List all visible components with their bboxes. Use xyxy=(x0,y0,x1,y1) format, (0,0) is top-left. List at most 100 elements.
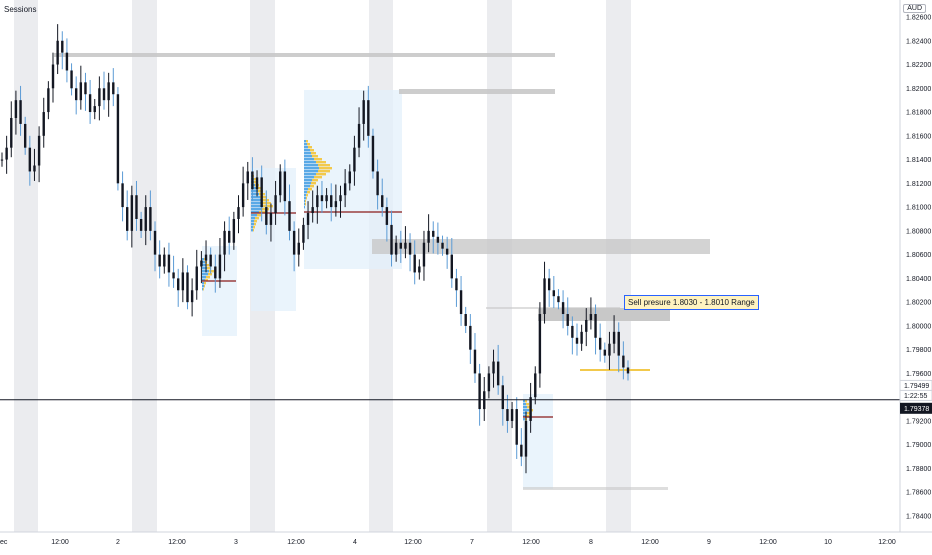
volume-profile-bar xyxy=(308,188,312,191)
price-tick-label: 1.80000 xyxy=(906,323,931,330)
supply-zone xyxy=(372,239,710,254)
price-tick-label: 1.80600 xyxy=(906,252,931,259)
candle-body xyxy=(306,213,310,225)
candle-body xyxy=(436,236,440,243)
candle-body xyxy=(594,314,597,338)
volume-profile-bar xyxy=(318,164,330,167)
volume-profile-bar xyxy=(251,199,261,202)
time-tick-label: 7 xyxy=(470,539,474,546)
volume-profile-bar xyxy=(202,285,204,288)
candle-body xyxy=(98,88,101,107)
volume-profile-bar xyxy=(304,152,311,155)
candle-body xyxy=(135,195,138,219)
indicator-label[interactable]: Sessions xyxy=(4,5,37,14)
candle-body xyxy=(376,171,379,196)
volume-profile-bar xyxy=(316,161,326,164)
candle-body xyxy=(561,302,565,315)
volume-profile-bar xyxy=(254,223,256,226)
candle-body xyxy=(19,100,22,124)
price-tick-label: 1.78600 xyxy=(906,490,931,497)
candle-body xyxy=(557,296,560,303)
volume-profile-bar xyxy=(305,200,306,203)
volume-profile-bar xyxy=(251,217,255,220)
candle-body xyxy=(348,171,351,184)
candle-body xyxy=(469,325,472,350)
currency-badge[interactable]: AUD xyxy=(903,4,926,13)
volume-profile-bar xyxy=(307,191,310,194)
volume-profile-bar xyxy=(523,400,525,403)
volume-profile-bar xyxy=(304,140,306,143)
volume-profile-bar xyxy=(254,181,257,184)
candle-body xyxy=(520,444,523,457)
time-tick-label: 4 xyxy=(353,539,357,546)
volume-profile-bar xyxy=(251,226,253,229)
candle-body xyxy=(10,117,13,148)
volume-profile-bar xyxy=(202,273,208,276)
candle-body xyxy=(237,207,240,219)
candle-body xyxy=(232,218,236,243)
volume-profile-bar xyxy=(202,267,207,270)
supply-zone xyxy=(523,487,668,490)
candle-body xyxy=(353,147,356,172)
candle-body xyxy=(260,177,263,208)
volume-profile-bar xyxy=(304,200,305,203)
candle-body xyxy=(279,171,282,196)
time-tick-label: 10 xyxy=(824,539,832,546)
candle-body xyxy=(204,254,208,261)
time-tick-label: 12:00 xyxy=(878,539,896,546)
candle-body xyxy=(28,147,32,172)
candle-body xyxy=(51,64,55,89)
candle-body xyxy=(538,314,542,374)
sell-pressure-annotation[interactable]: Sell presure 1.8030 - 1.8010 Range xyxy=(624,295,759,310)
candle-body xyxy=(455,278,458,291)
candle-body xyxy=(246,171,249,184)
candle-body xyxy=(585,319,588,332)
volume-profile-bar xyxy=(318,170,330,173)
time-tick-label: 2 xyxy=(116,539,120,546)
volume-profile-bar xyxy=(257,214,261,217)
price-tick-label: 1.79800 xyxy=(906,347,931,354)
candle-body xyxy=(571,325,574,338)
volume-profile-bar xyxy=(207,267,211,270)
candle-body xyxy=(65,52,69,71)
candle-body xyxy=(617,331,620,356)
volume-profile-bar xyxy=(205,279,208,282)
candle-body xyxy=(529,397,532,421)
volume-profile-bar xyxy=(304,146,308,149)
price-tick-label: 1.78800 xyxy=(906,466,931,473)
candle-body xyxy=(269,213,273,225)
volume-profile-bar xyxy=(257,187,261,190)
candle-body xyxy=(362,100,365,124)
volume-profile-bar xyxy=(251,214,257,217)
volume-profile-bar xyxy=(304,158,314,161)
candle-body xyxy=(534,373,537,398)
candle-body xyxy=(339,195,342,202)
volume-profile-bar xyxy=(304,149,310,152)
volume-profile-bar xyxy=(310,149,314,152)
candle-body xyxy=(492,361,495,374)
candle-body xyxy=(241,183,245,208)
candle-body xyxy=(255,177,259,190)
volume-profile-bar xyxy=(523,415,526,418)
candle-body xyxy=(487,373,491,392)
candle-body xyxy=(33,165,36,172)
volume-profile-bar xyxy=(526,415,529,418)
time-tick-label: 12:00 xyxy=(168,539,186,546)
volume-profile-bar xyxy=(314,158,322,161)
candle-body xyxy=(506,409,509,421)
price-tick-label: 1.82200 xyxy=(906,62,931,69)
time-tick-label: 12:00 xyxy=(404,539,422,546)
price-tick-label: 1.80200 xyxy=(906,300,931,307)
volume-profile-bar xyxy=(304,173,316,176)
volume-profile-bar xyxy=(304,167,319,170)
candle-body xyxy=(209,254,212,267)
volume-profile-bar xyxy=(202,288,203,291)
candle-body xyxy=(0,159,4,161)
candle-body xyxy=(177,278,180,291)
volume-profile-bar xyxy=(206,276,210,279)
time-tick-label: 8 xyxy=(589,539,593,546)
candle-body xyxy=(612,331,616,344)
price-tick-label: 1.81400 xyxy=(906,157,931,164)
